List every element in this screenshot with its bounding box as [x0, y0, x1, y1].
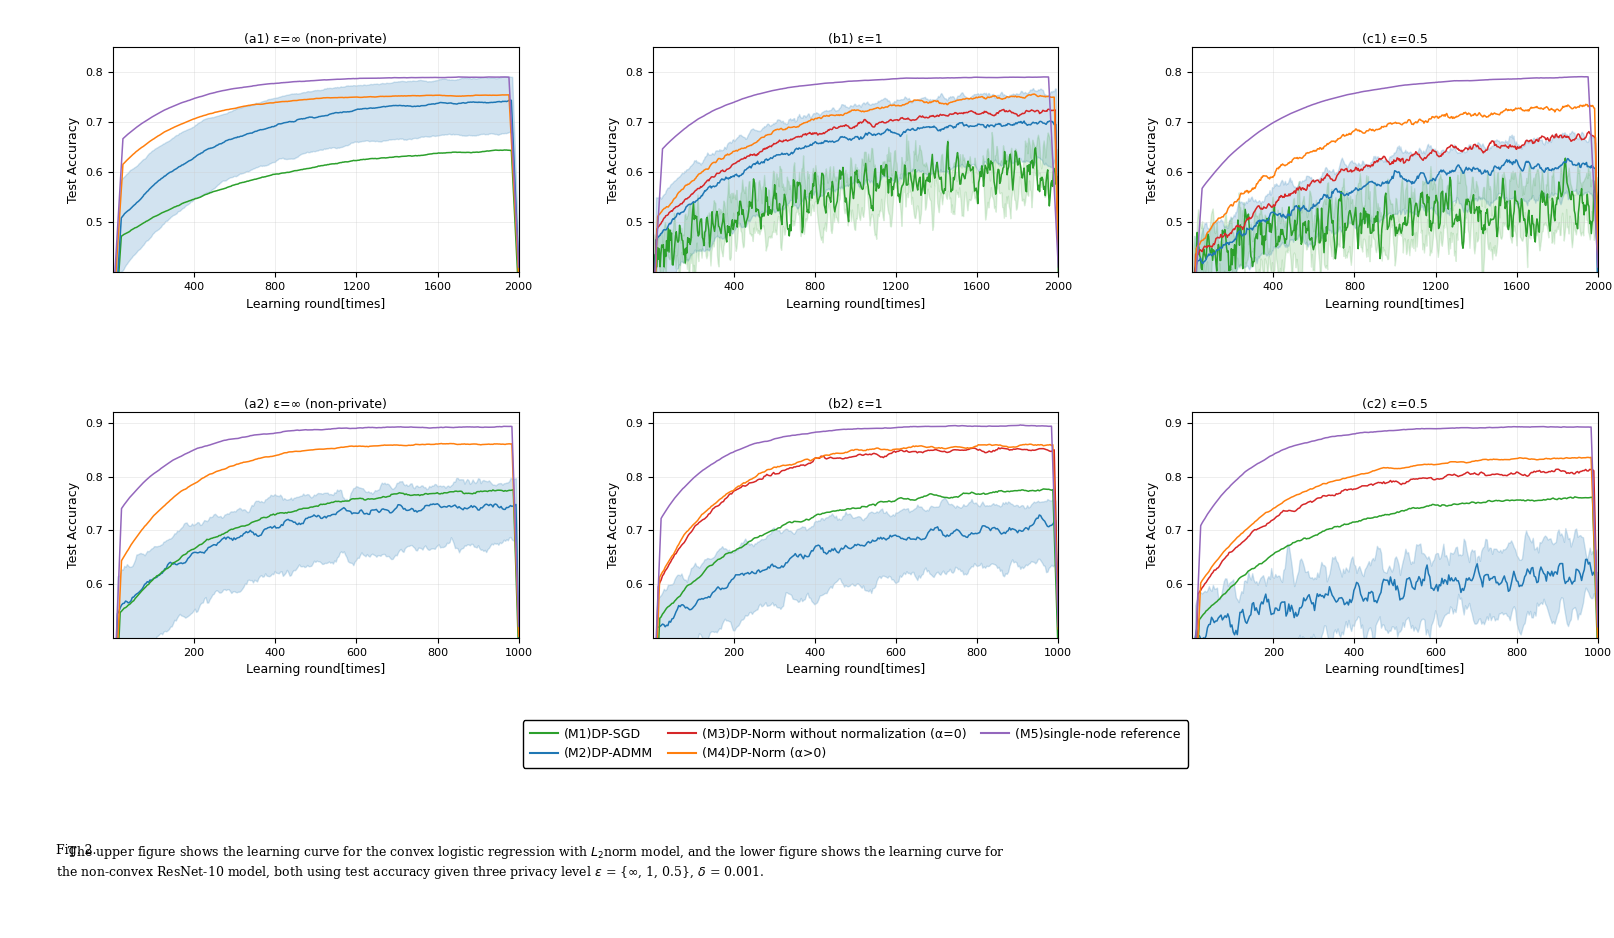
X-axis label: Learning round[times]: Learning round[times]: [1325, 297, 1464, 310]
Y-axis label: Test Accuracy: Test Accuracy: [66, 116, 81, 203]
X-axis label: Learning round[times]: Learning round[times]: [786, 663, 925, 676]
Text: The upper figure shows the learning curve for the convex logistic regression wit: The upper figure shows the learning curv…: [56, 844, 1006, 881]
Legend: (M1)DP-SGD, (M2)DP-ADMM, (M3)DP-Norm without normalization (α=0), (M4)DP-Norm (α: (M1)DP-SGD, (M2)DP-ADMM, (M3)DP-Norm wit…: [523, 720, 1188, 767]
Title: (a1) ε=∞ (non-private): (a1) ε=∞ (non-private): [244, 33, 387, 46]
Title: (a2) ε=∞ (non-private): (a2) ε=∞ (non-private): [244, 398, 387, 411]
Title: (c1) ε=0.5: (c1) ε=0.5: [1362, 33, 1428, 46]
Text: Fig. 2.: Fig. 2.: [56, 844, 97, 857]
Y-axis label: Test Accuracy: Test Accuracy: [1146, 116, 1159, 203]
X-axis label: Learning round[times]: Learning round[times]: [786, 297, 925, 310]
Title: (c2) ε=0.5: (c2) ε=0.5: [1362, 398, 1428, 411]
X-axis label: Learning round[times]: Learning round[times]: [1325, 663, 1464, 676]
Title: (b1) ε=1: (b1) ε=1: [828, 33, 883, 46]
Y-axis label: Test Accuracy: Test Accuracy: [607, 116, 620, 203]
Title: (b2) ε=1: (b2) ε=1: [828, 398, 883, 411]
Y-axis label: Test Accuracy: Test Accuracy: [607, 482, 620, 568]
X-axis label: Learning round[times]: Learning round[times]: [247, 297, 386, 310]
X-axis label: Learning round[times]: Learning round[times]: [247, 663, 386, 676]
Y-axis label: Test Accuracy: Test Accuracy: [1146, 482, 1159, 568]
Y-axis label: Test Accuracy: Test Accuracy: [66, 482, 81, 568]
